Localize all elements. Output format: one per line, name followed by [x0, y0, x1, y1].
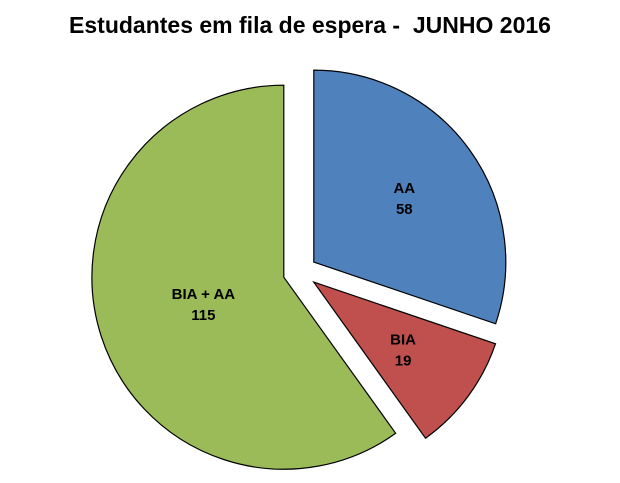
- slice-label-aa: AA 58: [393, 180, 415, 218]
- chart-title: Estudantes em fila de espera - JUNHO 201…: [69, 12, 551, 38]
- pie-slice-aa: [313, 69, 507, 325]
- pie-slice-bia-aa: [91, 84, 397, 470]
- slice-label-bia-aa: BIA + AA 115: [172, 286, 236, 324]
- slice-label-bia: BIA 19: [390, 332, 416, 370]
- pie-slice-bia: [312, 280, 497, 440]
